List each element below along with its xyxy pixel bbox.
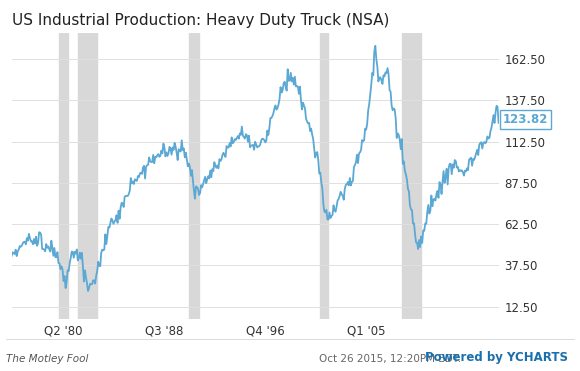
Text: Powered by YCHARTS: Powered by YCHARTS: [425, 351, 568, 364]
Bar: [320, 33, 328, 319]
Text: Oct 26 2015, 12:20PM EDT.: Oct 26 2015, 12:20PM EDT.: [319, 354, 461, 364]
Text: 123.82: 123.82: [503, 113, 548, 126]
Text: The Motley Fool: The Motley Fool: [6, 354, 88, 364]
Bar: [78, 33, 97, 319]
Bar: [59, 33, 68, 319]
Bar: [0, 33, 2, 319]
Bar: [189, 33, 199, 319]
Bar: [401, 33, 421, 319]
Text: US Industrial Production: Heavy Duty Truck (NSA): US Industrial Production: Heavy Duty Tru…: [12, 13, 389, 28]
